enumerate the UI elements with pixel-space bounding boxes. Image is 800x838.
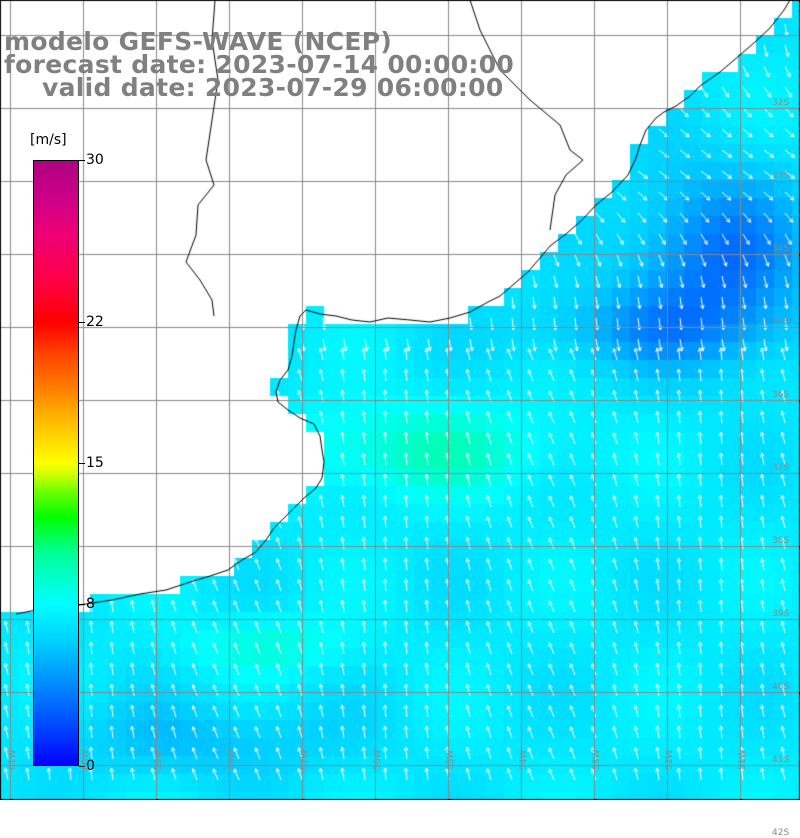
longitude-label: 60W [81, 749, 91, 770]
longitude-label: 53W [592, 749, 602, 770]
latitude-label: 36S [772, 390, 790, 400]
colorbar-tick-label: 0 [86, 758, 95, 774]
longitude-label: 52W [665, 749, 675, 770]
longitude-label: 51W [738, 749, 748, 770]
colorbar-tick-label: 15 [86, 455, 104, 471]
latitude-label: 37S [772, 463, 790, 473]
longitude-label: 56W [373, 749, 383, 770]
longitude-label: 58W [227, 749, 237, 770]
wind-speed-map [0, 0, 800, 800]
colorbar-tick-label: 8 [86, 596, 95, 613]
wind-speed-colorbar [33, 160, 79, 766]
colorbar-tick-mark [79, 321, 85, 323]
longitude-label: 55W [446, 749, 456, 770]
latitude-label: 32S [772, 98, 790, 108]
colorbar-tick-mark [79, 766, 85, 767]
latitude-label: 42S [772, 828, 790, 838]
colorbar-tick-mark [79, 604, 85, 606]
colorbar-tick-mark [79, 160, 85, 161]
latitude-label: 39S [772, 609, 790, 619]
latitude-label: 40S [772, 682, 790, 692]
colorbar-tick-mark [79, 463, 85, 464]
latitude-label: 35S [772, 317, 790, 327]
longitude-label: 61W [8, 749, 18, 770]
colorbar-unit-label: [m/s] [30, 132, 67, 148]
latitude-label: 41S [772, 755, 790, 765]
longitude-label: 57W [300, 749, 310, 770]
longitude-label: 59W [154, 749, 164, 770]
latitude-label: 33S [772, 171, 790, 181]
latitude-label: 34S [772, 244, 790, 254]
colorbar-tick-label: 30 [86, 152, 104, 168]
colorbar-tick-label: 22 [86, 313, 104, 330]
longitude-label: 54W [519, 749, 529, 770]
latitude-label: 38S [772, 536, 790, 546]
